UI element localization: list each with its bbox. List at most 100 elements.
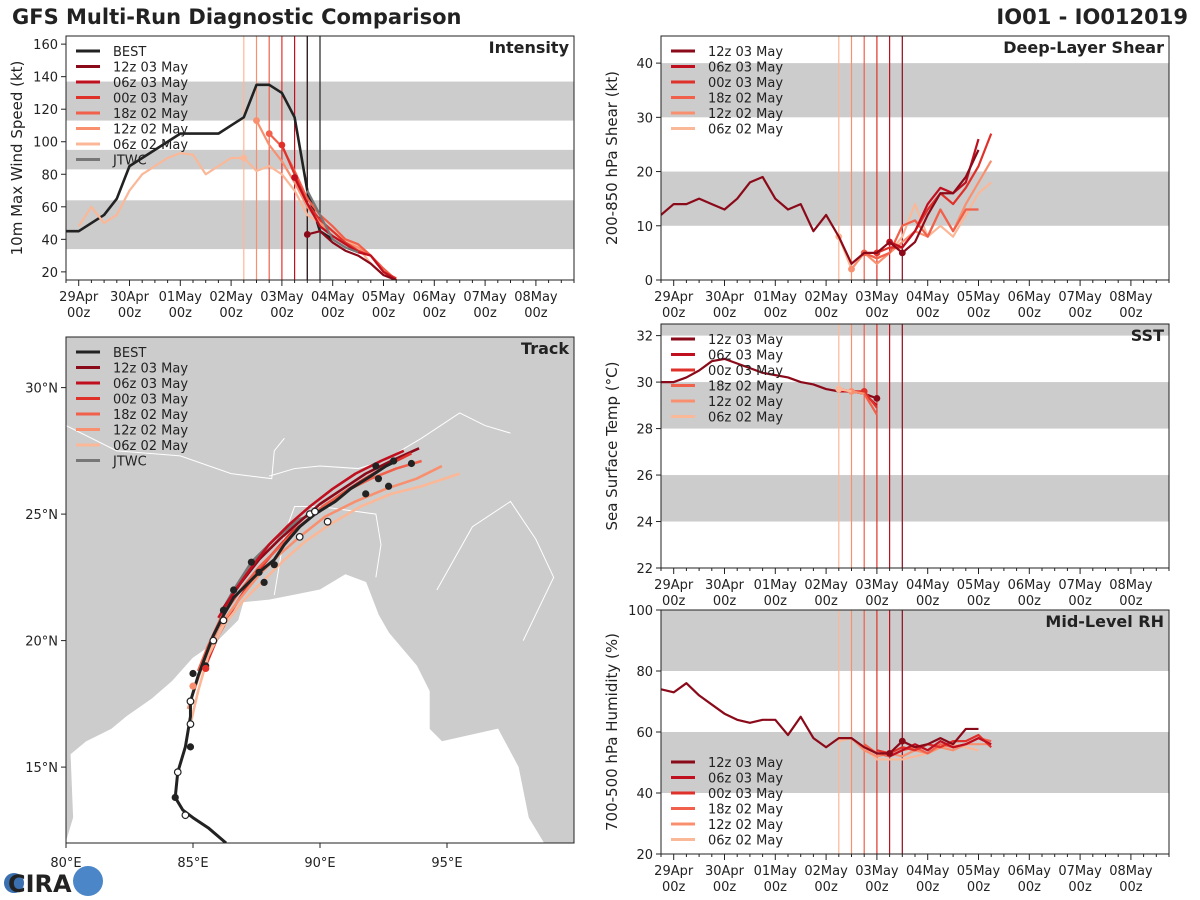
x-tick-hour: 00z [67, 306, 91, 321]
series-marker [240, 154, 248, 162]
track-line-run_06z03 [217, 449, 405, 619]
x-tick-hour: 00z [1068, 880, 1092, 895]
track-marker-filled [260, 578, 268, 587]
x-tick-day: 29Apr [654, 290, 694, 305]
x-tick-day: 04May [311, 290, 355, 305]
x-tick-day: 05May [957, 864, 1001, 879]
y-axis-label: 10m Max Wind Speed (kt) [8, 61, 26, 256]
x-tick-day: 02May [804, 578, 848, 593]
legend-label: 12z 02 May [113, 424, 188, 439]
legend-label: 12z 03 May [708, 756, 783, 771]
x-tick-hour: 00z [967, 306, 991, 321]
shaded-band [661, 475, 1169, 522]
y-axis-label: Sea Surface Temp (°C) [603, 361, 621, 530]
series-marker [835, 385, 843, 393]
x-tick-day: 05May [957, 578, 1001, 593]
track-marker-open [173, 768, 182, 777]
track-marker-filled [390, 457, 398, 465]
legend-label: 06z 03 May [113, 377, 188, 392]
x-tick-hour: 00z [662, 306, 686, 321]
series-line-run_06z03 [889, 736, 992, 758]
cira-logo: CIRA [4, 866, 103, 898]
x-tick-label: 90°E [304, 856, 335, 871]
x-tick-day: 08May [1109, 864, 1153, 879]
x-tick-hour: 00z [270, 306, 294, 321]
y-tick-label: 20°N [25, 635, 58, 650]
y-tick-label: 20 [636, 848, 653, 863]
storm-id: IO01 - IO012019 [996, 5, 1188, 29]
track-marker-filled [372, 462, 380, 470]
y-tick-label: 160 [33, 38, 58, 53]
x-tick-day: 01May [754, 578, 798, 593]
legend-label: 00z 03 May [113, 92, 188, 107]
series-marker [886, 749, 893, 757]
panel-title: Mid-Level RH [1045, 612, 1164, 631]
figure-title: GFS Multi-Run Diagnostic Comparison [12, 5, 461, 29]
legend-label: 18z 02 May [113, 107, 188, 122]
track-marker-filled [255, 568, 263, 576]
legend-label: 06z 02 May [113, 138, 188, 153]
series-line-run_12z03 [307, 230, 397, 280]
panel-title: Intensity [489, 38, 570, 57]
legend-label: BEST [113, 45, 146, 60]
y-tick-label: 28 [636, 423, 653, 438]
panel-shear: 01020304029Apr00z30Apr00z01May00z02May00… [603, 35, 1170, 321]
panel-rh: 2040608010029Apr00z30Apr00z01May00z02May… [603, 604, 1170, 895]
y-tick-label: 20 [41, 266, 58, 281]
legend-label: 06z 02 May [708, 123, 783, 138]
track-marker-filled [186, 743, 195, 751]
y-axis-label: 200-850 hPa Shear (kt) [603, 71, 621, 245]
series-line-jtwc [306, 190, 359, 254]
y-tick-label: 24 [636, 516, 653, 531]
y-tick-label: 25°N [25, 508, 58, 523]
x-tick-day: 04May [906, 864, 950, 879]
track-marker-open [181, 811, 190, 820]
cira-globe-icon [73, 866, 103, 896]
country-border [66, 425, 285, 480]
x-tick-hour: 00z [372, 306, 396, 321]
y-tick-label: 60 [636, 726, 653, 741]
x-tick-hour: 00z [423, 306, 447, 321]
legend-label: 06z 02 May [113, 439, 188, 454]
panel-sst: 22242628303229Apr00z30Apr00z01May00z02Ma… [603, 323, 1170, 609]
shaded-band [661, 324, 1169, 336]
y-tick-label: 80 [636, 665, 653, 680]
x-tick-day: 06May [413, 290, 457, 305]
series-marker [291, 174, 298, 181]
x-tick-hour: 00z [1018, 306, 1042, 321]
x-tick-hour: 00z [967, 880, 991, 895]
panel-frame [660, 35, 1170, 281]
series-marker [278, 141, 286, 149]
series-line-run_06z03 [293, 177, 397, 280]
x-tick-day: 03May [855, 290, 899, 305]
x-tick-hour: 00z [169, 306, 193, 321]
x-tick-day: 07May [1058, 578, 1102, 593]
x-tick-hour: 00z [662, 880, 686, 895]
x-tick-day: 30Apr [705, 864, 745, 879]
y-tick-label: 40 [41, 233, 58, 248]
track-marker-filled [230, 586, 238, 594]
legend-label: 06z 03 May [113, 76, 188, 91]
track-marker-open [186, 720, 195, 728]
plot-area [66, 36, 574, 280]
x-tick-hour: 00z [321, 306, 345, 321]
legend-label: JTWC [112, 455, 147, 470]
legend-label: 06z 03 May [708, 349, 783, 364]
shaded-band [661, 382, 1169, 429]
x-tick-hour: 00z [1068, 306, 1092, 321]
legend-label: 12z 03 May [113, 362, 188, 377]
panel-title: SST [1131, 326, 1164, 345]
x-tick-hour: 00z [713, 594, 737, 609]
track-line-run_06z02 [189, 472, 461, 725]
track-marker-open [186, 697, 195, 706]
chart-panels: 2040608010012014016029Apr00z30Apr00z01Ma… [8, 35, 1170, 895]
y-tick-label: 60 [41, 201, 58, 216]
y-tick-label: 22 [636, 562, 653, 577]
series-line-best [66, 83, 334, 241]
legend-label: 06z 02 May [708, 411, 783, 426]
series-marker [848, 265, 855, 273]
shaded-band [661, 63, 1169, 118]
panel-frame [65, 35, 575, 281]
legend-label: 12z 02 May [708, 818, 783, 833]
